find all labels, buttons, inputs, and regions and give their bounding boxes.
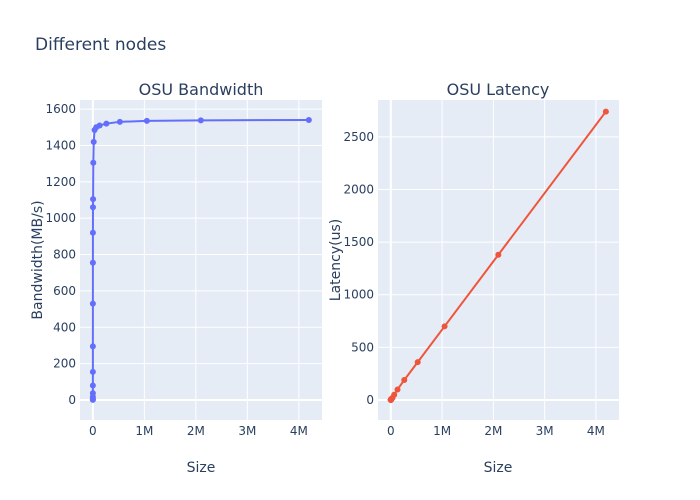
bandwidth-y-tick-label: 800	[53, 248, 76, 262]
bandwidth-x-axis-title: Size	[187, 460, 216, 476]
bandwidth-x-tick-label: 1M	[135, 424, 153, 438]
bandwidth-data-point	[96, 122, 103, 129]
latency-data-point	[391, 391, 398, 398]
latency-x-tick-label: 2M	[484, 424, 502, 438]
bandwidth-y-axis-title: Bandwidth(MB/s)	[30, 200, 46, 319]
latency-y-tick-label: 1500	[343, 235, 374, 249]
latency-plot-layer: 0 1M 2M 3M 4M 0 500 1000 1500 2000 2500	[343, 100, 619, 438]
bandwidth-x-tick-label: 4M	[290, 424, 308, 438]
bandwidth-y-tick-label: 200	[53, 357, 76, 371]
bandwidth-x-tick-label: 3M	[238, 424, 256, 438]
bandwidth-y-tick-label: 0	[68, 393, 76, 407]
latency-subplot: 0 1M 2M 3M 4M 0 500 1000 1500 2000 2500 OSU Latenc…	[328, 80, 619, 476]
bandwidth-subplot: 0 1M 2M 3M 4M 0 200 400 600 800 1000 1200 1400 1600 O…	[30, 80, 322, 476]
bandwidth-y-tick-label: 1200	[45, 175, 76, 189]
figure-title: Different nodes	[35, 35, 166, 55]
latency-data-point	[414, 359, 421, 366]
latency-y-tick-label: 2000	[343, 182, 374, 196]
latency-x-tick-label: 1M	[433, 424, 451, 438]
bandwidth-data-point	[103, 120, 110, 127]
bandwidth-data-point	[305, 117, 312, 123]
latency-y-axis-title: Latency(us)	[328, 219, 344, 301]
bandwidth-data-point	[89, 300, 96, 307]
latency-y-tick-label: 500	[351, 340, 374, 354]
bandwidth-y-tick-label: 600	[53, 284, 76, 298]
bandwidth-plot-layer: 0 1M 2M 3M 4M 0 200 400 600 800 1000 1200 1400 1600	[45, 100, 322, 438]
bandwidth-y-tick-label: 400	[53, 320, 76, 334]
bandwidth-data-point	[89, 368, 96, 375]
bandwidth-y-tick-label: 1000	[45, 211, 76, 225]
bandwidth-data-point	[90, 138, 97, 145]
bandwidth-data-point	[89, 259, 96, 266]
latency-plot-background	[378, 100, 619, 420]
latency-x-tick-label: 3M	[536, 424, 554, 438]
bandwidth-data-point	[90, 196, 97, 203]
latency-x-axis-title: Size	[484, 460, 513, 476]
bandwidth-data-point	[89, 390, 96, 397]
latency-data-point	[394, 386, 401, 393]
latency-x-tick-label: 0	[387, 424, 395, 438]
bandwidth-data-point	[89, 382, 96, 389]
bandwidth-data-point	[90, 159, 97, 166]
bandwidth-data-point	[89, 229, 96, 236]
latency-data-point	[602, 108, 609, 115]
latency-data-point	[401, 377, 408, 383]
bandwidth-x-tick-label: 2M	[187, 424, 205, 438]
bandwidth-plot-background	[80, 100, 322, 420]
latency-y-tick-label: 0	[366, 393, 374, 407]
bandwidth-data-point	[143, 117, 150, 124]
bandwidth-data-point	[116, 118, 123, 125]
latency-y-tick-label: 1000	[343, 288, 374, 302]
latency-data-point	[495, 251, 502, 258]
bandwidth-subplot-title: OSU Bandwidth	[139, 80, 264, 99]
bandwidth-data-point	[89, 204, 96, 211]
bandwidth-data-point	[197, 117, 204, 124]
bandwidth-x-tick-label: 0	[89, 424, 97, 438]
latency-data-point	[441, 323, 448, 330]
latency-subplot-title: OSU Latency	[447, 80, 550, 99]
bandwidth-data-point	[89, 343, 96, 350]
bandwidth-y-tick-label: 1400	[45, 138, 76, 152]
latency-y-tick-label: 2500	[343, 130, 374, 144]
latency-x-tick-label: 4M	[587, 424, 605, 438]
bandwidth-y-tick-label: 1600	[45, 102, 76, 116]
